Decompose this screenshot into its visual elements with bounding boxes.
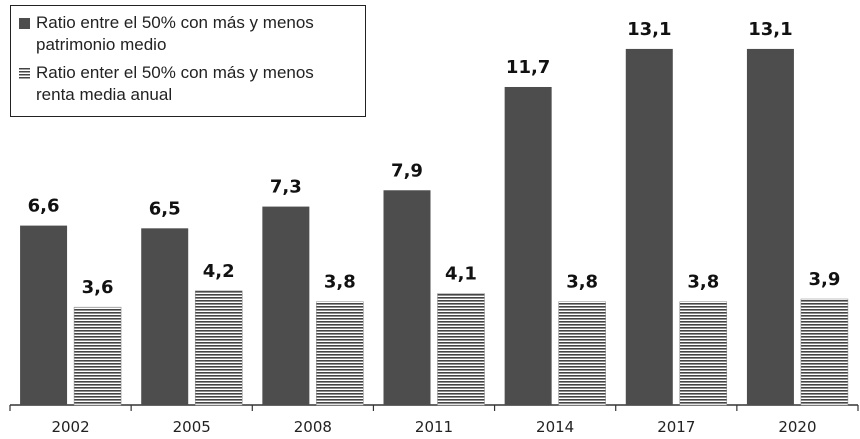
data-label: 3,9 [808,269,840,290]
bar [194,290,243,406]
bar [383,190,431,405]
legend-item: Ratio enter el 50% con más y menos renta… [19,62,357,106]
data-label: 3,8 [566,272,598,293]
bar [679,301,728,406]
bar [800,298,849,406]
x-tick-label: 2008 [294,418,332,436]
data-label: 3,8 [687,272,719,293]
bar [746,48,794,405]
bar [504,86,552,406]
bar [437,293,485,406]
bar [558,301,606,406]
x-tick-label: 2014 [536,418,574,436]
data-label: 4,2 [203,261,235,282]
data-label: 3,6 [82,277,114,298]
x-tick-label: 2020 [778,418,816,436]
legend-swatch [19,18,30,29]
bar [262,206,310,405]
data-label: 7,3 [270,177,302,198]
x-tick-label: 2002 [51,418,89,436]
legend-label: Ratio entre el 50% con más y menos patri… [36,13,314,54]
legend-item: Ratio entre el 50% con más y menos patri… [19,12,357,56]
data-label: 13,1 [627,19,671,40]
legend: Ratio entre el 50% con más y menos patri… [10,5,366,117]
legend-label: Ratio enter el 50% con más y menos renta… [36,63,314,104]
x-tick-label: 2017 [657,418,695,436]
data-label: 4,1 [445,264,477,285]
bar [316,301,364,406]
bar [73,306,122,406]
bar [141,228,189,405]
x-tick-label: 2005 [173,418,211,436]
legend-swatch [19,68,30,79]
data-label: 6,5 [149,198,181,219]
bar [625,48,673,405]
data-label: 13,1 [748,19,792,40]
data-label: 6,6 [28,196,60,217]
x-tick-label: 2011 [415,418,453,436]
data-label: 7,9 [391,160,423,181]
data-label: 11,7 [506,57,550,78]
data-label: 3,8 [324,272,356,293]
bar [20,225,68,405]
